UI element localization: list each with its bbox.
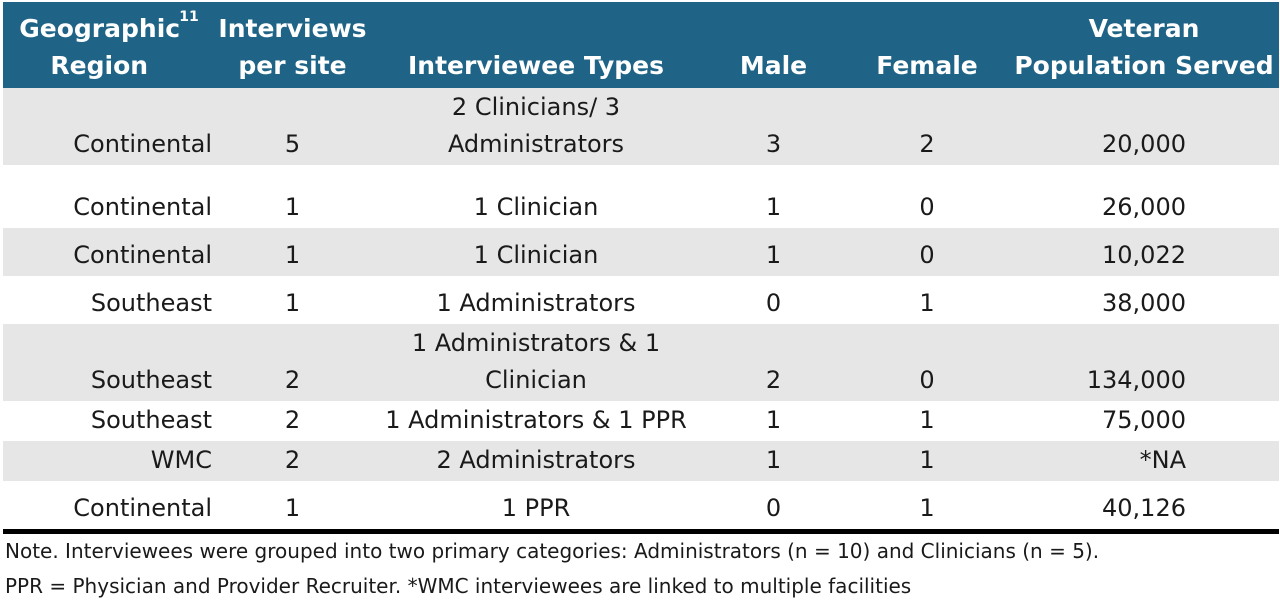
header-types-label: Interviewee Types <box>408 51 664 80</box>
cell-interviews: 1 <box>215 481 370 529</box>
header-types: Interviewee Types <box>370 2 702 88</box>
table-note-line-1: Note. Interviewees were grouped into two… <box>5 539 1100 563</box>
cell-region: Continental <box>3 88 215 165</box>
cell-interviews: 2 <box>215 401 370 441</box>
cell-interviews: 1 <box>215 228 370 276</box>
header-male: Male <box>702 2 845 88</box>
table-row: WMC 2 2 Administrators 1 1 *NA <box>3 441 1279 481</box>
cell-population: *NA <box>1009 441 1279 481</box>
cell-interviews: 2 <box>215 441 370 481</box>
header-region-label: Geographic Region <box>19 14 181 80</box>
cell-male: 1 <box>702 441 845 481</box>
table-row: Continental 1 1 Clinician 1 0 26,000 <box>3 165 1279 228</box>
cell-male: 3 <box>702 88 845 165</box>
cell-population: 10,022 <box>1009 228 1279 276</box>
table-row: Southeast 2 1 Administrators & 1 Clinici… <box>3 324 1279 401</box>
cell-types: 2 Administrators <box>370 441 702 481</box>
cell-population: 40,126 <box>1009 481 1279 529</box>
cell-male: 1 <box>702 228 845 276</box>
cell-population: 75,000 <box>1009 401 1279 441</box>
cell-region: Continental <box>3 481 215 529</box>
table-row: Southeast 2 1 Administrators & 1 PPR 1 1… <box>3 401 1279 441</box>
cell-region: Continental <box>3 165 215 228</box>
cell-female: 0 <box>845 165 1009 228</box>
cell-male: 1 <box>702 165 845 228</box>
cell-types: 2 Clinicians/ 3 Administrators <box>370 88 702 165</box>
header-female-label: Female <box>876 51 978 80</box>
cell-female: 2 <box>845 88 1009 165</box>
cell-population: 38,000 <box>1009 276 1279 324</box>
cell-male: 2 <box>702 324 845 401</box>
header-interviews: Interviews per site <box>215 2 370 88</box>
table-row: Continental 1 1 PPR 0 1 40,126 <box>3 481 1279 529</box>
header-region-footnote: 11 <box>179 9 199 25</box>
cell-types: 1 Clinician <box>370 228 702 276</box>
cell-population: 20,000 <box>1009 88 1279 165</box>
table-row: Continental 5 2 Clinicians/ 3 Administra… <box>3 88 1279 165</box>
cell-interviews: 2 <box>215 324 370 401</box>
data-table-container: Geographic Region11 Interviews per site … <box>3 2 1279 534</box>
interview-sites-table: Geographic Region11 Interviews per site … <box>3 2 1279 529</box>
cell-female: 1 <box>845 276 1009 324</box>
table-note-line-2: PPR = Physician and Provider Recruiter. … <box>5 574 912 598</box>
cell-region: WMC <box>3 441 215 481</box>
cell-region: Southeast <box>3 401 215 441</box>
cell-types: 1 Administrators <box>370 276 702 324</box>
cell-interviews: 5 <box>215 88 370 165</box>
cell-region: Southeast <box>3 324 215 401</box>
cell-types: 1 Clinician <box>370 165 702 228</box>
cell-types: 1 Administrators & 1 Clinician <box>370 324 702 401</box>
header-male-label: Male <box>739 51 808 80</box>
cell-female: 1 <box>845 401 1009 441</box>
cell-region: Southeast <box>3 276 215 324</box>
header-population: Veteran Population Served <box>1009 2 1279 88</box>
header-female: Female <box>845 2 1009 88</box>
cell-male: 0 <box>702 481 845 529</box>
cell-male: 1 <box>702 401 845 441</box>
cell-female: 1 <box>845 481 1009 529</box>
header-population-label: Veteran Population Served <box>1014 14 1274 80</box>
cell-female: 1 <box>845 441 1009 481</box>
cell-male: 0 <box>702 276 845 324</box>
cell-female: 0 <box>845 324 1009 401</box>
cell-interviews: 1 <box>215 276 370 324</box>
cell-types: 1 PPR <box>370 481 702 529</box>
cell-female: 0 <box>845 228 1009 276</box>
table-row: Continental 1 1 Clinician 1 0 10,022 <box>3 228 1279 276</box>
cell-population: 134,000 <box>1009 324 1279 401</box>
header-interviews-label: Interviews per site <box>218 14 367 80</box>
cell-region: Continental <box>3 228 215 276</box>
cell-population: 26,000 <box>1009 165 1279 228</box>
header-row: Geographic Region11 Interviews per site … <box>3 2 1279 88</box>
header-region: Geographic Region11 <box>3 2 215 88</box>
cell-types: 1 Administrators & 1 PPR <box>370 401 702 441</box>
cell-interviews: 1 <box>215 165 370 228</box>
table-row: Southeast 1 1 Administrators 0 1 38,000 <box>3 276 1279 324</box>
table-bottom-rule <box>3 529 1279 534</box>
